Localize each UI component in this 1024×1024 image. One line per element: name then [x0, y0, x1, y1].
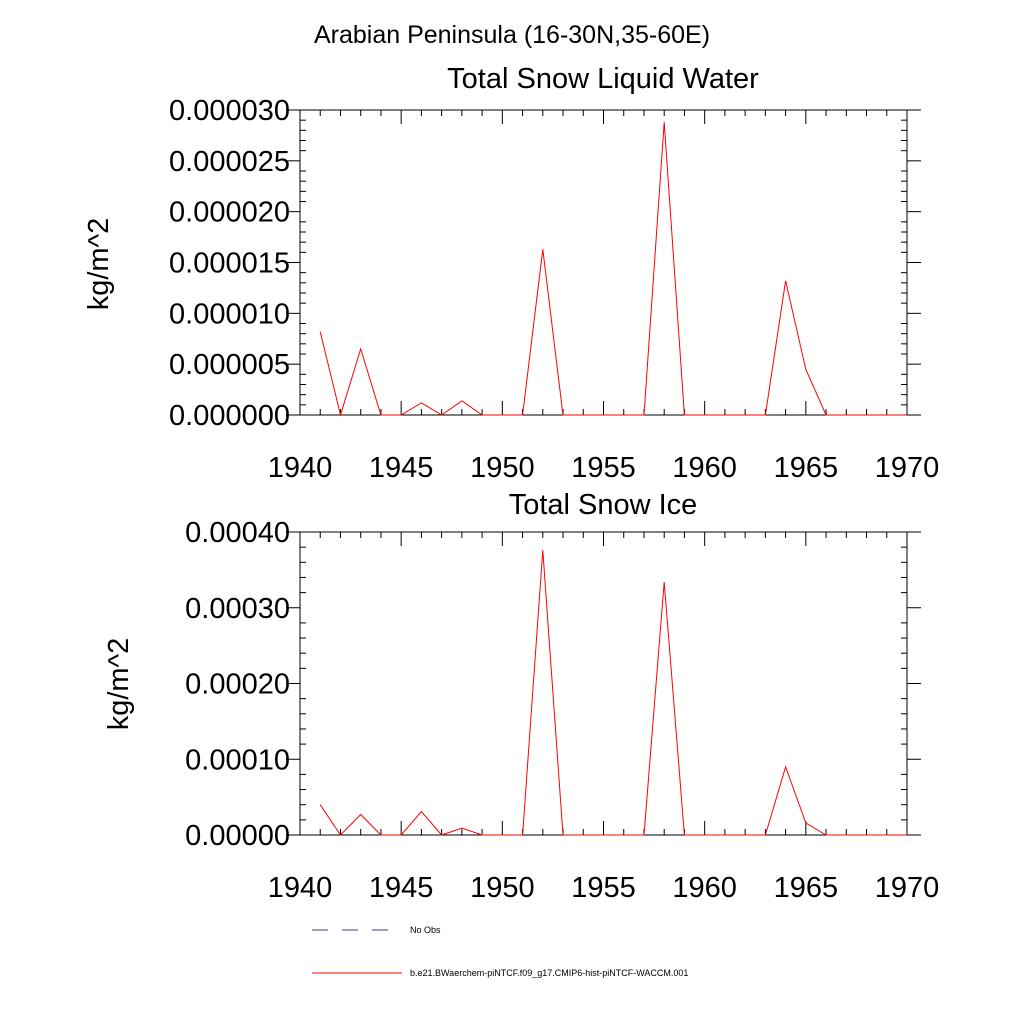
legend: No Obs b.e21.BWaerchem-piNTCF.f09_g17.CM…	[312, 925, 688, 978]
chart-1-xtick-label: 1970	[875, 452, 940, 484]
chart-2-ytick-label: 0.00000	[185, 820, 290, 852]
chart-1-frame	[299, 109, 908, 416]
chart-1-xtick-label: 1945	[369, 452, 434, 484]
chart-panel-2: Total Snow Ice kg/m^2 1940 1945 1950 1955 19…	[103, 489, 939, 904]
chart-1-ytick-label: 0.000020	[169, 197, 290, 229]
chart-1-ytick-label: 0.000000	[169, 400, 290, 432]
chart-1-xtick-label: 1950	[470, 452, 535, 484]
chart-1-series-line	[319, 122, 907, 417]
chart-1-ytick-label: 0.000015	[169, 248, 290, 280]
chart-1-ylabel: kg/m^2	[83, 218, 115, 311]
chart-2-ytick-label: 0.00040	[185, 517, 290, 549]
chart-2-axes: 1940 1945 1950 1955 1960 1965 1970 0.00000 0.000…	[185, 517, 939, 904]
legend-obs-label: No Obs	[410, 925, 441, 935]
chart-2-ylabel: kg/m^2	[103, 638, 135, 731]
chart-2-xtick-label: 1970	[875, 872, 940, 904]
chart-1-xtick-label: 1960	[672, 452, 737, 484]
chart-2-title: Total Snow Ice	[509, 489, 698, 521]
chart-1-xtick-label: 1955	[571, 452, 636, 484]
chart-2-ytick-label: 0.00030	[185, 593, 290, 625]
chart-1-series	[319, 122, 907, 417]
legend-model-label: b.e21.BWaerchem-piNTCF.f09_g17.CMIP6-his…	[410, 968, 688, 978]
chart-2-series	[319, 550, 907, 836]
chart-2-ytick-label: 0.00020	[185, 669, 290, 701]
chart-1-ytick-label: 0.000030	[169, 95, 290, 127]
chart-2-xtick-label: 1940	[268, 872, 333, 904]
chart-2-xtick-label: 1960	[672, 872, 737, 904]
chart-2-frame	[299, 531, 908, 836]
chart-2-xtick-label: 1945	[369, 872, 434, 904]
page-title: Arabian Peninsula (16-30N,35-60E)	[314, 21, 710, 49]
chart-2-xtick-label: 1955	[571, 872, 636, 904]
chart-1-ytick-label: 0.000025	[169, 146, 290, 178]
chart-1-ytick-label: 0.000005	[169, 349, 290, 381]
chart-1-title: Total Snow Liquid Water	[447, 63, 759, 95]
chart-1-xtick-label: 1965	[774, 452, 839, 484]
chart-1-axes: 1940 1945 1950 1955 1960 1965 1970 0.000000 0.00…	[169, 95, 939, 484]
chart-1-xtick-label: 1940	[268, 452, 333, 484]
chart-2-series-line	[319, 550, 907, 836]
chart-1-ytick-label: 0.000010	[169, 298, 290, 330]
chart-2-xtick-label: 1965	[774, 872, 839, 904]
chart-panel-1: Total Snow Liquid Water kg/m^2 1940 1945 1…	[83, 63, 939, 484]
chart-2-ytick-label: 0.00010	[185, 744, 290, 776]
chart-2-xtick-label: 1950	[470, 872, 535, 904]
